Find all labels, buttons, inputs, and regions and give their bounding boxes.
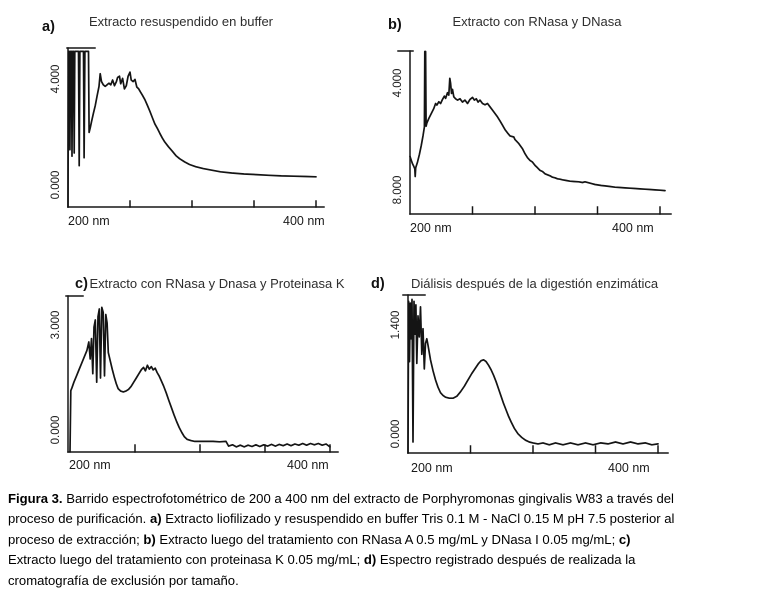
panel-b-letter: b) — [388, 17, 402, 33]
panel-a-xaxis-left-label: 200 nm — [68, 214, 110, 228]
plot-area-b — [397, 50, 672, 215]
panel-b-xaxis-right-label: 400 nm — [612, 221, 654, 235]
plot-area-c — [65, 295, 339, 453]
panel-d-title: Diálisis después de la digestión enzimát… — [411, 276, 659, 291]
figure-caption: Figura 3. Barrido espectrofotométrico de… — [8, 489, 764, 591]
caption-segment: Extracto liofilizado y resuspendido en b… — [161, 511, 675, 527]
panel-d-letter: d) — [371, 276, 385, 292]
panel-c: c) Extracto con RNasa y Dnasa y Proteina… — [20, 272, 370, 494]
caption-line: Extracto luego del tratamiento con prote… — [8, 550, 764, 570]
spectrum-curve-c — [69, 306, 331, 453]
panel-d-xaxis-left-label: 200 nm — [411, 461, 453, 475]
caption-line: Figura 3. Barrido espectrofotométrico de… — [8, 489, 764, 509]
panel-b-xaxis-left-label: 200 nm — [410, 221, 452, 235]
panel-c-letter: c) — [75, 276, 88, 292]
panel-a: a) Extracto resuspendido en buffer 4.000… — [20, 8, 370, 258]
caption-segment: Figura 3. — [8, 491, 63, 506]
caption-line: proceso de extracción; b) Extracto luego… — [8, 530, 764, 550]
caption-segment: b) — [143, 531, 156, 547]
panel-c-title: Extracto con RNasa y Dnasa y Proteinasa … — [89, 276, 345, 291]
caption-segment: Espectro registrado después de realizada… — [376, 552, 636, 568]
caption-line: proceso de purificación. a) Extracto lio… — [8, 509, 764, 529]
caption-segment: proceso de purificación. — [8, 511, 150, 527]
panel-d-xaxis-right-label: 400 nm — [608, 461, 650, 475]
caption-segment: c) — [618, 531, 631, 547]
panel-b-title: Extracto con RNasa y DNasa — [452, 14, 622, 29]
caption-segment: Barrido espectrofotométrico de 200 a 400… — [62, 491, 674, 506]
caption-segment: proceso de extracción; — [8, 531, 144, 547]
panel-a-xaxis-right-label: 400 nm — [283, 214, 325, 228]
panel-c-xaxis-left-label: 200 nm — [69, 458, 111, 472]
caption-line: cromatografía de exclusión por tamaño. — [8, 571, 764, 591]
panel-a-letter: a) — [42, 19, 55, 35]
plot-area-d — [402, 294, 669, 454]
caption-segment: cromatografía de exclusión por tamaño. — [8, 572, 239, 588]
caption-segment: a) — [149, 511, 162, 527]
plot-area-a — [66, 47, 325, 208]
panel-b: b) Extracto con RNasa y DNasa 4.000 8.00… — [385, 8, 700, 258]
caption-segment: d) — [363, 552, 377, 568]
caption-segment: Extracto luego del tratamiento con prote… — [8, 552, 364, 568]
spectrum-curve-b — [409, 50, 666, 192]
caption-segment: Extracto luego del tratamiento con RNasa… — [155, 531, 619, 547]
spectrum-curve-a — [67, 50, 317, 208]
spectrum-curve-d — [407, 298, 659, 454]
panel-a-title: Extracto resuspendido en buffer — [88, 14, 274, 29]
panel-d: d) Diálisis después de la digestión enzi… — [371, 272, 695, 494]
panel-c-xaxis-right-label: 400 nm — [287, 458, 329, 472]
